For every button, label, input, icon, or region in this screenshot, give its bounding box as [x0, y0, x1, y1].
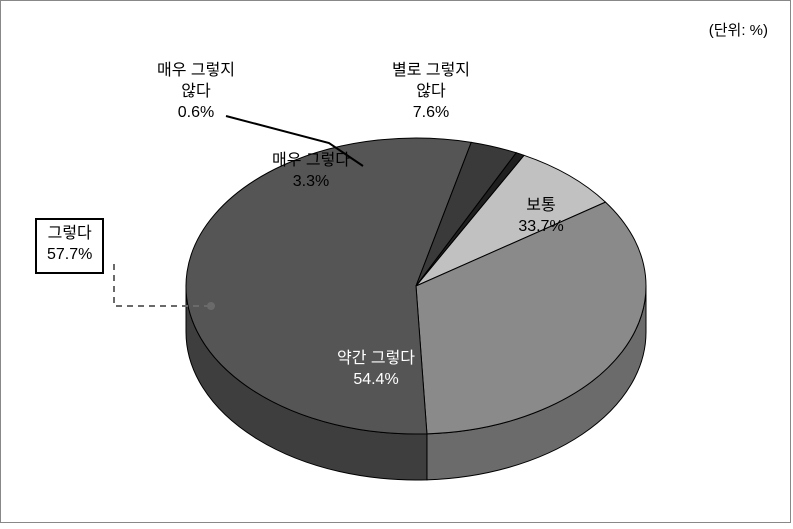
callout-label: 그렇다 [47, 224, 92, 245]
label-average: 보통33.7% [496, 196, 586, 238]
callout-value: 57.7% [47, 245, 92, 266]
chart-frame: (단위: %) 별로 그렇지않다7.6% 매우 그렇지않다0.6% 매우 그렇다… [0, 0, 791, 523]
label-very: 매우 그렇다3.3% [256, 151, 366, 193]
callout-yes: 그렇다 57.7% [35, 218, 104, 274]
label-notatall: 매우 그렇지않다0.6% [141, 61, 251, 123]
label-somewhat: 약간 그렇다54.4% [321, 349, 431, 391]
label-notreally: 별로 그렇지않다7.6% [376, 61, 486, 123]
